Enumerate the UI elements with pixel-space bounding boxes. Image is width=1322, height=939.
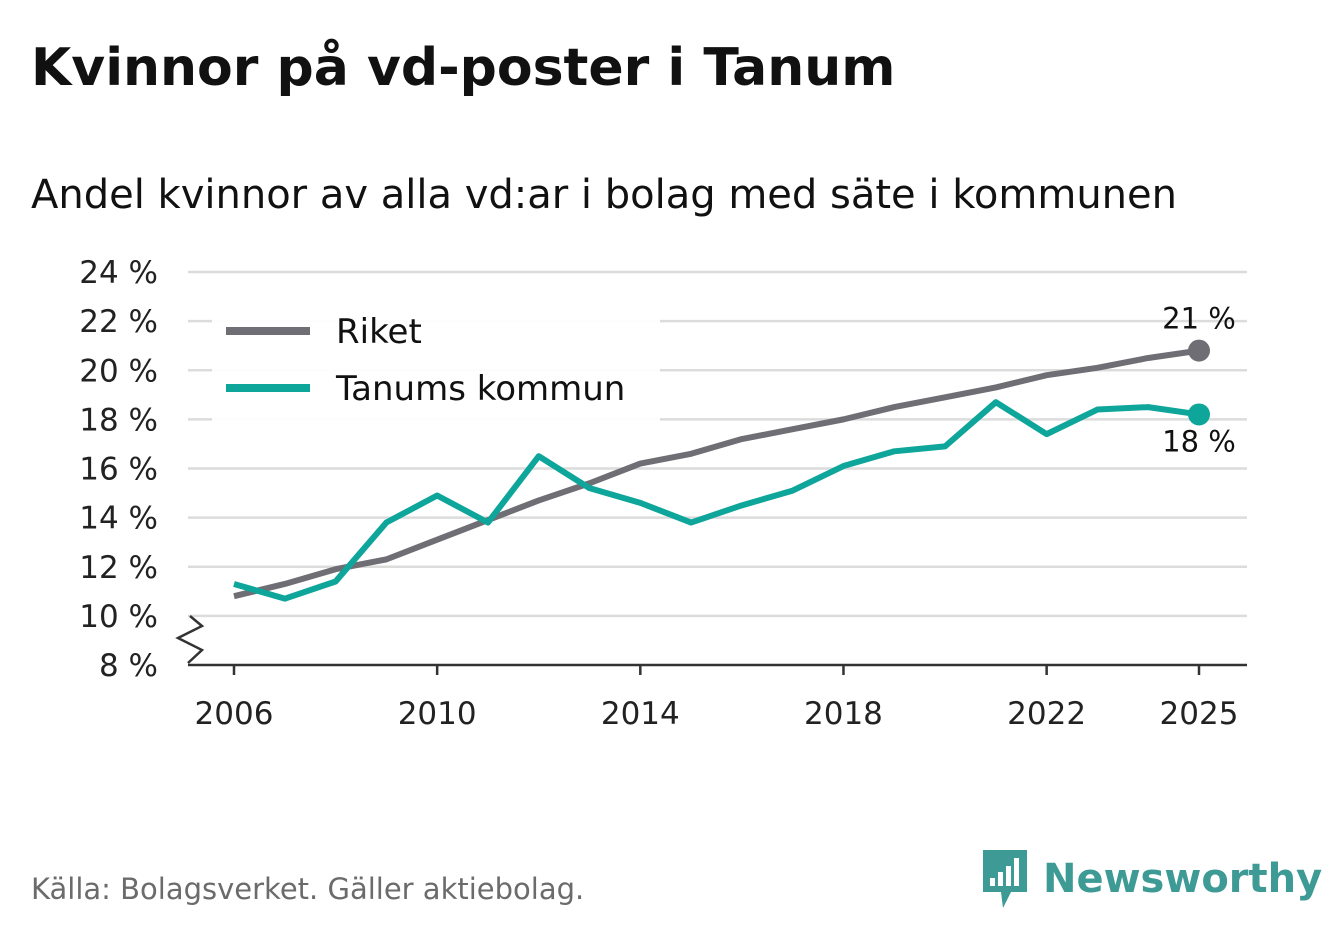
series-line-riket [233, 347, 1200, 600]
legend-label-riket: Riket [336, 312, 422, 352]
bar-chart-speech-bubble-icon [983, 850, 1027, 908]
chart-title: Kvinnor på vd-poster i Tanum [31, 38, 896, 98]
x-tick-label: 2006 [195, 696, 274, 732]
y-tick-label: 18 % [79, 402, 158, 438]
legend-background [212, 306, 660, 424]
y-tick-label: 16 % [79, 452, 158, 488]
y-tick-label: 8 % [99, 648, 158, 684]
x-tick-label: 2014 [601, 696, 680, 732]
x-tick-label: 2025 [1160, 696, 1239, 732]
end-label-tanums-kommun: 18 % [1162, 424, 1236, 458]
y-tick-label: 14 % [79, 501, 158, 537]
y-tick-label: 12 % [79, 550, 158, 586]
source-note: Källa: Bolagsverket. Gäller aktiebolag. [31, 872, 585, 906]
y-tick-label: 24 % [79, 255, 158, 291]
x-tick-label: 2018 [804, 696, 883, 732]
brand-logo: Newsworthy [981, 848, 1322, 910]
x-tick-label: 2022 [1007, 696, 1086, 732]
y-tick-label: 10 % [79, 599, 158, 635]
axis-break-icon [175, 615, 205, 664]
brand-name: Newsworthy [1043, 856, 1322, 902]
series-line-tanums-kommun [233, 399, 1200, 602]
y-tick-label: 20 % [79, 353, 158, 389]
chart-subtitle: Andel kvinnor av alla vd:ar i bolag med … [31, 172, 1177, 218]
end-point-riket [1188, 339, 1210, 362]
y-tick-label: 22 % [79, 304, 158, 340]
legend-label-tanums-kommun: Tanums kommun [335, 369, 625, 409]
end-point-tanums-kommun [1188, 403, 1210, 426]
x-tick-label: 2010 [398, 696, 477, 732]
end-label-riket: 21 % [1162, 302, 1236, 336]
